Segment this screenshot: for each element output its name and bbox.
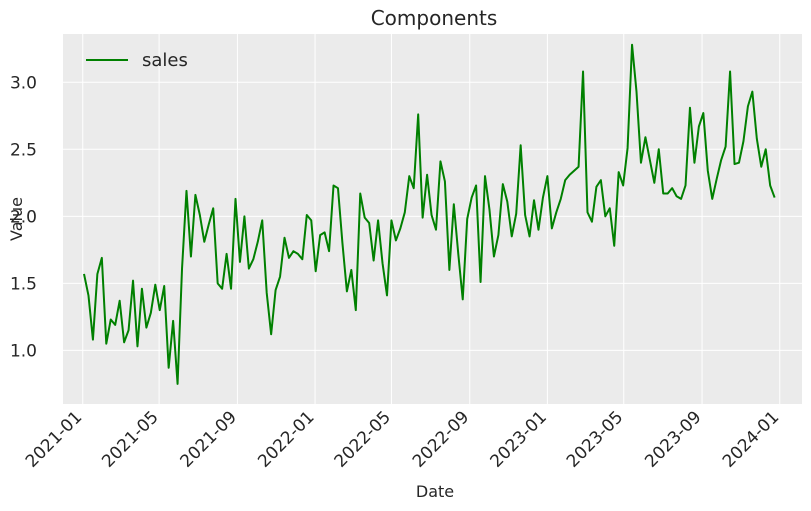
y-axis-label: Value [7,197,26,241]
x-tick-label: 2023-05 [563,407,627,471]
y-axis-ticks: 1.0 1.5 2.0 2.5 3.0 [10,73,37,361]
y-tick-label: 2.5 [10,140,37,160]
y-tick-label: 1.5 [10,274,37,294]
x-tick-label: 2022-05 [331,407,395,471]
x-axis-label: Date [416,482,454,501]
x-tick-label: 2021-09 [177,407,241,471]
y-tick-label: 1.0 [10,341,37,361]
x-tick-label: 2023-09 [641,407,705,471]
y-tick-label: 2.0 [10,207,37,227]
legend: sales [86,50,188,71]
x-tick-label: 2024-01 [719,407,783,471]
x-tick-label: 2022-09 [409,407,473,471]
y-tick-label: 3.0 [10,73,37,93]
legend-label-sales: sales [142,50,188,71]
x-tick-label: 2021-05 [98,407,162,471]
x-tick-label: 2021-01 [22,407,86,471]
x-tick-label: 2023-01 [487,407,551,471]
series-line-sales [83,43,776,385]
chart-title: Components [371,6,498,30]
series-layer [83,43,776,385]
x-axis-ticks: 2021-01 2021-05 2021-09 2022-01 2022-05 2022-… [22,407,783,471]
x-tick-label: 2022-01 [254,407,318,471]
